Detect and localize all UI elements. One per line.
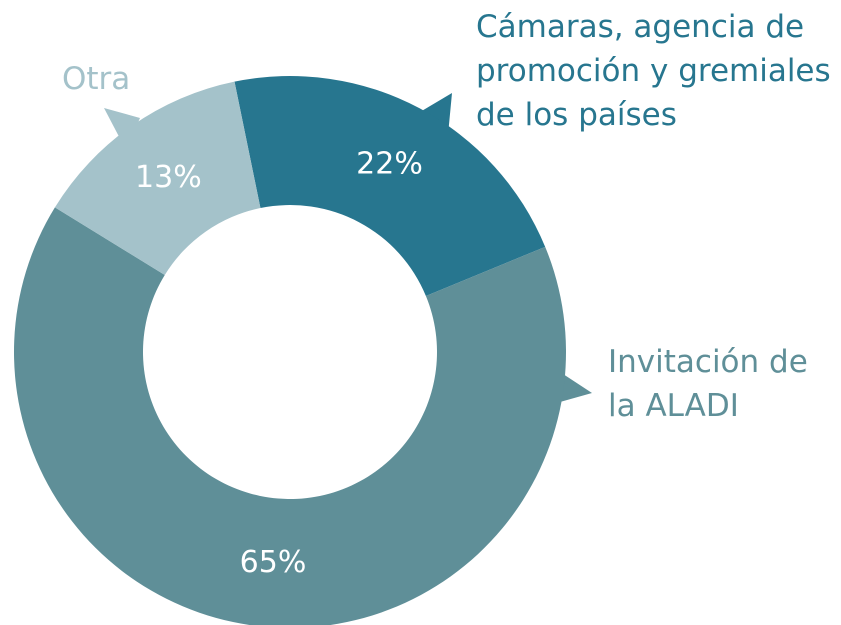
category-label: Invitación de la ALADI [608, 344, 808, 424]
value-label: 65% [240, 545, 307, 580]
donut-segment [14, 207, 566, 625]
value-label: 13% [135, 160, 202, 195]
donut-segment [54, 81, 261, 275]
category-label: Otra [62, 61, 130, 97]
callout-tail [560, 372, 592, 402]
donut-segment [234, 75, 546, 296]
value-label: 22% [356, 146, 423, 181]
category-label: Cámaras, agencia de promoción y gremiales… [476, 9, 831, 133]
callout-tail [104, 108, 140, 150]
